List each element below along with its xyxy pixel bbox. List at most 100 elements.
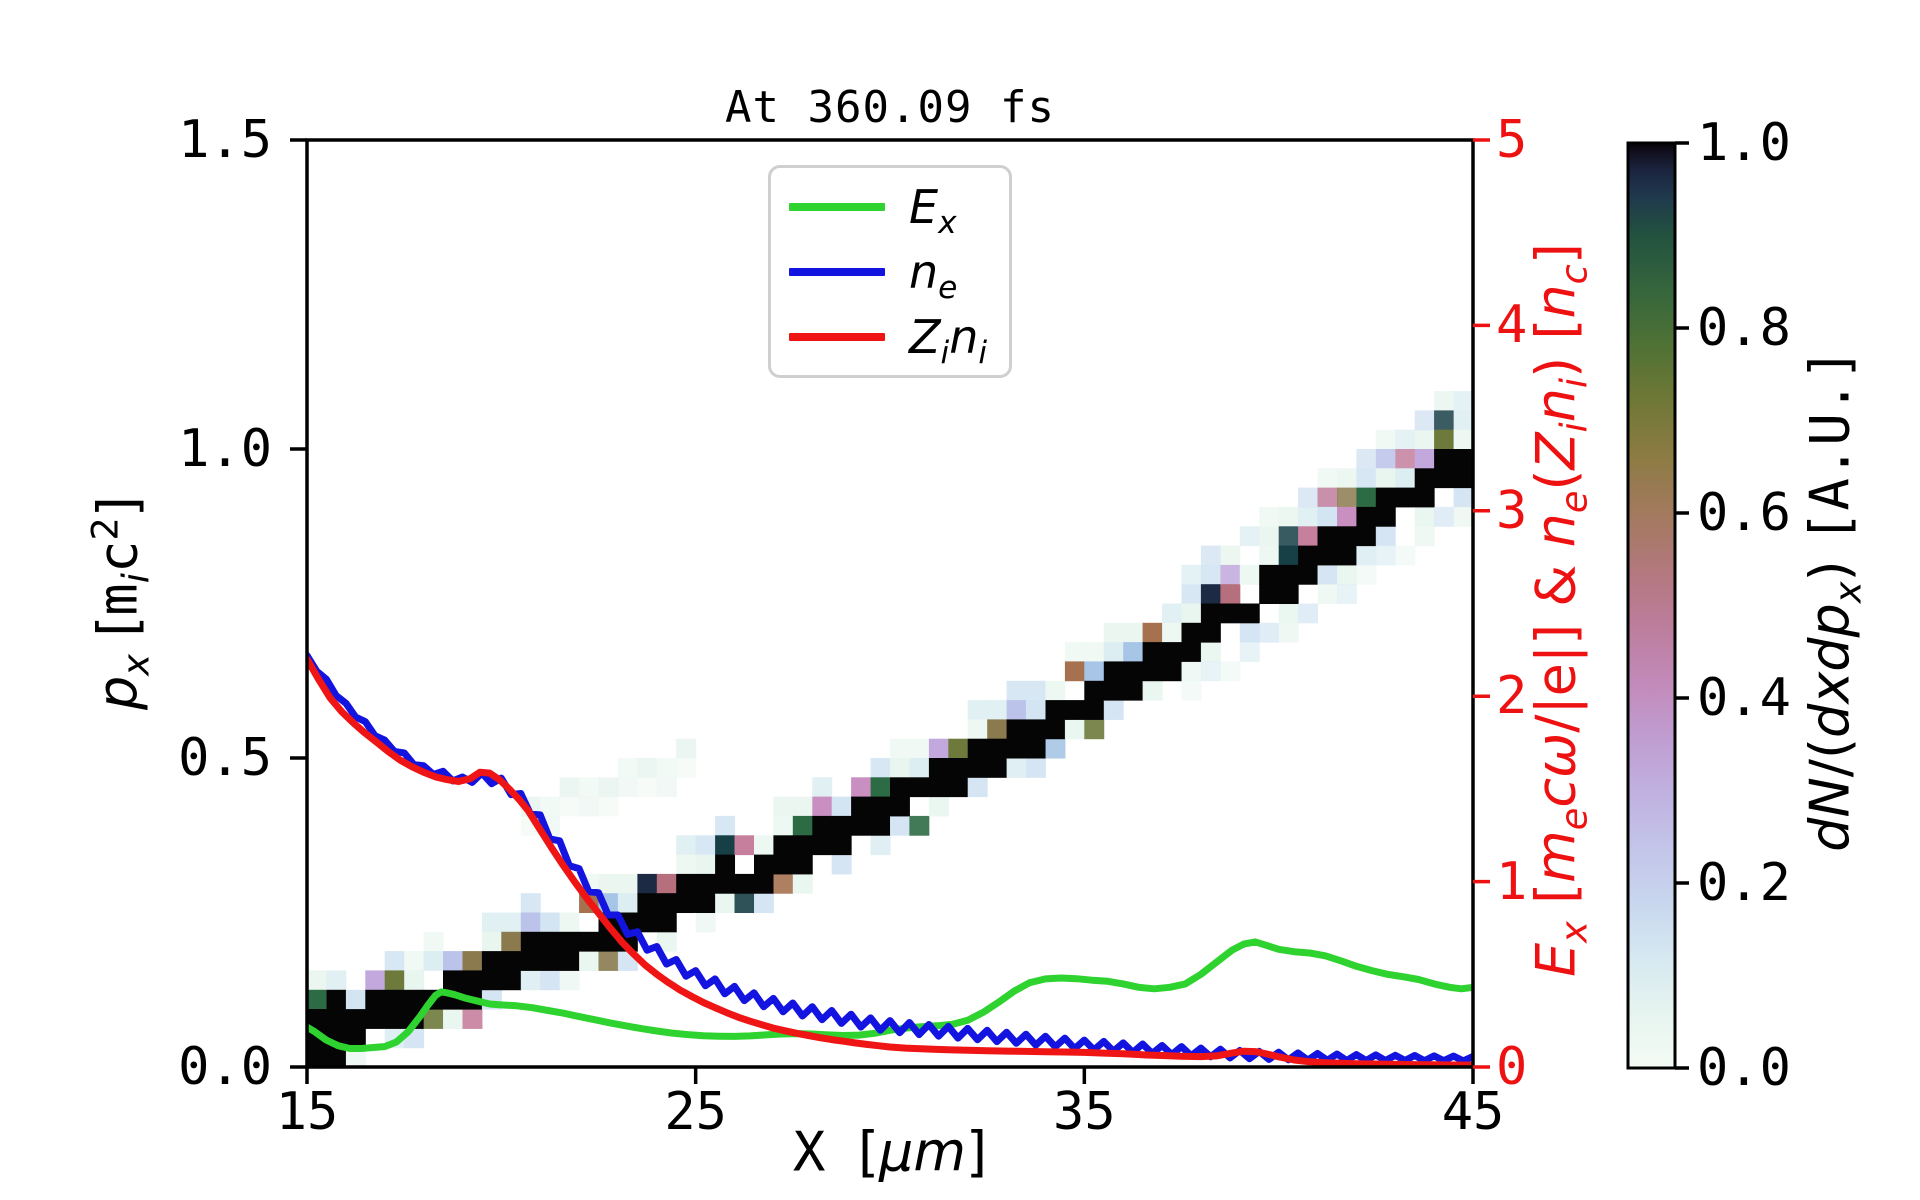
heatmap-cell xyxy=(637,873,658,894)
heatmap-cell xyxy=(870,796,891,817)
heatmap-cell xyxy=(1414,526,1435,547)
tick-label: 0.6 xyxy=(1697,483,1791,543)
heatmap-cell xyxy=(967,700,988,720)
tick-label: 0 xyxy=(1496,1037,1528,1097)
heatmap-cell xyxy=(870,835,891,856)
heatmap-cell xyxy=(1200,661,1221,682)
heatmap-cell xyxy=(948,758,969,778)
heatmap-cell xyxy=(579,951,600,971)
heatmap-cell xyxy=(851,815,872,836)
heatmap-cell xyxy=(1103,680,1124,701)
heatmap-cell xyxy=(1414,410,1435,431)
heatmap-cell xyxy=(1181,642,1202,662)
heatmap-cell xyxy=(1317,487,1338,508)
heatmap-cell xyxy=(481,912,502,933)
heatmap-cell xyxy=(579,777,600,798)
heatmap-cell xyxy=(559,796,580,817)
heatmap-cell xyxy=(384,1009,405,1029)
heatmap-cell xyxy=(676,854,697,875)
heatmap-cell xyxy=(656,931,677,952)
heatmap-cell xyxy=(1103,642,1124,662)
heatmap-cell xyxy=(307,989,327,1010)
heatmap-cell xyxy=(598,777,619,798)
heatmap-cell xyxy=(1026,758,1046,778)
legend-line-sample xyxy=(789,332,885,341)
heatmap-cell xyxy=(676,835,697,856)
heatmap-cell xyxy=(384,989,405,1010)
heatmap-cell xyxy=(812,815,833,836)
heatmap-cell xyxy=(1298,564,1319,585)
heatmap-cell xyxy=(870,815,891,836)
heatmap-cell xyxy=(1026,719,1046,740)
plot-spines xyxy=(305,138,1475,1069)
heatmap-cell xyxy=(1181,564,1202,585)
label-segment: p xyxy=(86,675,150,710)
label-segment: i xyxy=(1552,422,1596,433)
heatmap-cell xyxy=(637,893,658,914)
heatmap-cell xyxy=(1006,738,1027,759)
heatmap-cell xyxy=(928,758,949,778)
heatmap-cell xyxy=(831,796,852,817)
heatmap-cell xyxy=(676,738,697,759)
heatmap-cell xyxy=(1064,700,1085,720)
heatmap-cell xyxy=(1375,468,1396,489)
tick-label: 35 xyxy=(1053,1082,1116,1142)
heatmap-cell xyxy=(559,970,580,991)
series-Zini xyxy=(307,655,1473,1067)
heatmap-cell xyxy=(404,989,425,1010)
heatmap-cell xyxy=(617,873,638,894)
heatmap-cell xyxy=(1434,449,1455,469)
heatmap-cell xyxy=(715,854,736,875)
heatmap-cell xyxy=(1026,680,1046,701)
heatmap-cell xyxy=(481,970,502,991)
heatmap-cell xyxy=(1123,622,1144,643)
heatmap-cell xyxy=(1200,584,1221,605)
heatmap-cell xyxy=(1375,545,1396,566)
heatmap-cell xyxy=(1395,545,1416,566)
label-segment: Z xyxy=(1524,432,1588,470)
heatmap-cell xyxy=(1103,661,1124,682)
heatmap-cell xyxy=(773,815,794,836)
heatmap-cell xyxy=(1337,545,1357,566)
heatmap-cell xyxy=(1006,700,1027,720)
heatmap-cell xyxy=(443,1009,463,1029)
heatmap-cell xyxy=(1084,700,1105,720)
heatmap-cell xyxy=(384,951,405,971)
heatmap-cell xyxy=(307,970,327,991)
heatmap-cell xyxy=(928,738,949,759)
heatmap-cell xyxy=(890,758,910,778)
heatmap-cell xyxy=(987,700,1008,720)
heatmap-cell xyxy=(1045,700,1066,720)
heatmap-cell xyxy=(1278,564,1299,585)
heatmap-cell xyxy=(481,951,502,971)
heatmap-cell xyxy=(870,758,891,778)
heatmap-cell xyxy=(909,815,930,836)
heatmap-cell xyxy=(773,873,794,894)
heatmap-cell xyxy=(540,796,561,817)
colorbar xyxy=(1626,141,1677,1070)
heatmap-cell xyxy=(987,738,1008,759)
heatmap-cell xyxy=(365,989,386,1010)
heatmap-cell xyxy=(1064,642,1085,662)
colorbar-label: dN/(dxdpx) [A.U.] xyxy=(1799,348,1870,852)
heatmap-cell xyxy=(1239,622,1260,643)
legend-item-Zini: Zini xyxy=(789,307,1009,368)
heatmap-cell xyxy=(1375,506,1396,527)
heatmap-cell xyxy=(890,815,910,836)
label-segment: x xyxy=(114,653,158,676)
heatmap-cell xyxy=(1084,719,1105,740)
legend-label: ne xyxy=(909,245,957,304)
heatmap-cell xyxy=(948,738,969,759)
colorbar-gradient xyxy=(1626,141,1677,1070)
heatmap-cell xyxy=(1375,449,1396,469)
heatmap-cell xyxy=(1356,545,1377,566)
heatmap-cell xyxy=(928,796,949,817)
heatmap-cell xyxy=(1200,564,1221,585)
heatmap-cell xyxy=(520,951,541,971)
axes xyxy=(290,138,1689,1084)
heatmap-cell xyxy=(715,835,736,856)
heatmap-cell xyxy=(1278,584,1299,605)
heatmap-cell xyxy=(1064,661,1085,682)
heatmap-cell xyxy=(1259,545,1280,566)
